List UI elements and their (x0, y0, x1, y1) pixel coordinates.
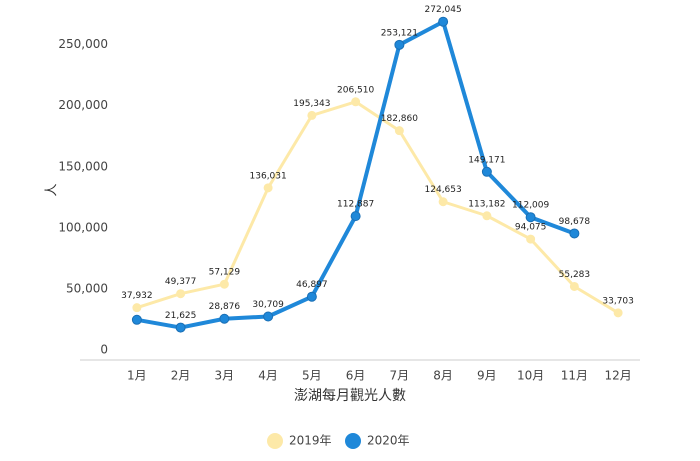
data-label: 55,283 (559, 270, 591, 280)
series-line (136, 19, 576, 330)
data-label: 33,703 (602, 296, 634, 306)
data-point (394, 39, 405, 50)
data-label: 113,182 (468, 199, 505, 209)
data-label: 21,625 (165, 311, 197, 321)
x-tick-label: 12月 (604, 369, 631, 383)
x-tick-label: 2月 (171, 369, 191, 383)
x-tick-label: 7月 (390, 369, 410, 383)
y-tick-label: 200,000 (58, 98, 108, 112)
data-label: 49,377 (165, 277, 197, 287)
x-tick-label: 11月 (561, 369, 588, 383)
data-point (350, 211, 361, 222)
data-label: 206,510 (337, 85, 374, 95)
legend-marker (345, 433, 361, 449)
x-tick-label: 5月 (302, 369, 322, 383)
x-axis-title: 澎湖每月觀光人數 (294, 388, 406, 404)
data-point (306, 291, 317, 302)
data-point (482, 211, 492, 221)
x-tick-label: 1月 (127, 369, 147, 383)
data-point (131, 314, 142, 325)
data-point (525, 212, 536, 223)
data-point (569, 281, 579, 291)
data-label: 195,343 (293, 99, 330, 109)
y-tick-label: 50,000 (66, 281, 108, 295)
data-label: 136,031 (250, 171, 287, 181)
data-point (307, 110, 317, 120)
data-label: 30,709 (252, 300, 284, 310)
data-point (351, 97, 361, 107)
y-tick-label: 250,000 (58, 37, 108, 51)
legend-label: 2020年 (367, 434, 410, 448)
data-point (569, 228, 580, 239)
data-point (438, 16, 449, 27)
data-label: 57,129 (209, 268, 241, 278)
x-tick-label: 8月 (433, 369, 453, 383)
data-point (263, 183, 273, 193)
data-point (175, 322, 186, 333)
data-label: 112,009 (512, 201, 549, 211)
x-tick-label: 4月 (258, 369, 278, 383)
data-point (219, 279, 229, 289)
legend-marker (267, 433, 283, 449)
y-axis-title: 人 (45, 183, 60, 196)
data-label: 182,860 (381, 114, 418, 124)
x-tick-label: 10月 (517, 369, 544, 383)
data-point (176, 289, 186, 299)
data-label: 28,876 (209, 302, 241, 312)
data-point (438, 197, 448, 207)
x-tick-label: 3月 (215, 369, 235, 383)
y-tick-label: 150,000 (58, 159, 108, 173)
legend-label: 2019年 (289, 434, 332, 448)
data-point (613, 308, 623, 318)
data-point (132, 303, 142, 313)
data-label: 46,897 (296, 280, 328, 290)
data-label: 253,121 (381, 28, 418, 38)
data-label: 112,887 (337, 200, 374, 210)
data-label: 272,045 (425, 5, 462, 15)
y-tick-label: 0 (100, 343, 108, 357)
data-point (263, 311, 274, 322)
data-point (219, 313, 230, 324)
data-label: 149,171 (468, 155, 505, 165)
data-label: 37,932 (121, 291, 153, 301)
x-tick-label: 6月 (346, 369, 366, 383)
data-label: 124,653 (425, 185, 462, 195)
y-tick-label: 100,000 (58, 220, 108, 234)
data-label: 94,075 (515, 223, 547, 233)
data-label: 98,678 (559, 217, 591, 227)
data-point (394, 126, 404, 136)
data-point (481, 166, 492, 177)
data-point (526, 234, 536, 244)
series-line (136, 100, 619, 315)
x-tick-label: 9月 (477, 369, 497, 383)
